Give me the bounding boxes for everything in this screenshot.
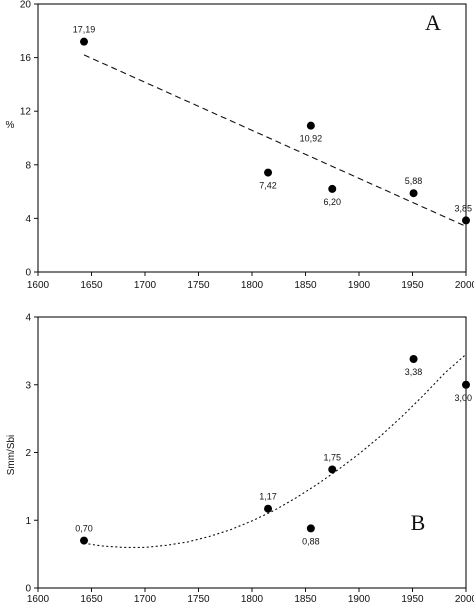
y-tick-label: 1 <box>25 516 31 527</box>
y-axis-label: % <box>6 120 15 131</box>
x-tick-label: 1850 <box>294 594 317 604</box>
data-label: 1,17 <box>259 492 277 502</box>
plot-frame <box>37 316 467 589</box>
data-label: 3,00 <box>454 393 472 403</box>
data-point <box>409 355 418 364</box>
data-label: 6,20 <box>323 197 341 207</box>
data-point <box>80 536 89 545</box>
x-tick-label: 1700 <box>134 280 157 291</box>
y-tick-label: 8 <box>25 160 31 171</box>
x-tick-label: 1950 <box>401 280 424 291</box>
data-label: 3,38 <box>405 367 423 377</box>
x-tick-label: 1600 <box>27 594 50 604</box>
data-point <box>462 216 470 225</box>
y-tick-label: 20 <box>20 0 32 11</box>
x-tick-label: 1800 <box>241 594 264 604</box>
data-point <box>264 168 273 177</box>
x-tick-label: 1650 <box>80 594 103 604</box>
data-label: 3,85 <box>454 203 472 213</box>
y-axis-label: Smm/Sbi <box>6 435 17 476</box>
data-point <box>264 504 273 513</box>
x-tick-label: 1900 <box>348 594 371 604</box>
data-label: 7,42 <box>259 181 277 191</box>
panel-label: A <box>425 10 441 35</box>
y-tick-label: 2 <box>25 448 31 459</box>
data-point <box>306 524 315 533</box>
data-point <box>328 184 337 193</box>
y-tick-label: 4 <box>25 214 31 225</box>
data-point <box>409 189 418 198</box>
y-tick-label: 4 <box>25 313 31 324</box>
data-label: 1,75 <box>323 452 341 462</box>
x-tick-label: 1950 <box>401 594 424 604</box>
x-tick-label: 1750 <box>187 594 210 604</box>
trend-line <box>83 353 467 548</box>
data-label: 17,19 <box>73 25 96 35</box>
y-tick-label: 0 <box>25 584 31 595</box>
x-tick-label: 1700 <box>134 594 157 604</box>
data-label: 0,70 <box>75 524 93 534</box>
x-tick-label: 1600 <box>27 280 50 291</box>
data-label: 5,88 <box>405 176 423 186</box>
data-label: 0,88 <box>302 536 320 546</box>
data-label: 10,92 <box>300 134 323 144</box>
y-tick-label: 0 <box>25 268 31 279</box>
data-point <box>328 465 337 474</box>
data-point <box>306 121 315 130</box>
trend-line <box>83 54 467 227</box>
data-point <box>80 37 89 46</box>
x-tick-label: 1900 <box>348 280 371 291</box>
x-tick-label: 1750 <box>187 280 210 291</box>
y-tick-label: 16 <box>20 53 32 64</box>
y-tick-label: 12 <box>20 107 32 118</box>
x-tick-label: 1850 <box>294 280 317 291</box>
x-tick-label: 1800 <box>241 280 264 291</box>
panel-label: B <box>411 510 426 535</box>
plot-frame <box>37 3 467 273</box>
data-point <box>462 380 470 389</box>
y-tick-label: 3 <box>25 380 31 391</box>
x-tick-label: 1650 <box>80 280 103 291</box>
